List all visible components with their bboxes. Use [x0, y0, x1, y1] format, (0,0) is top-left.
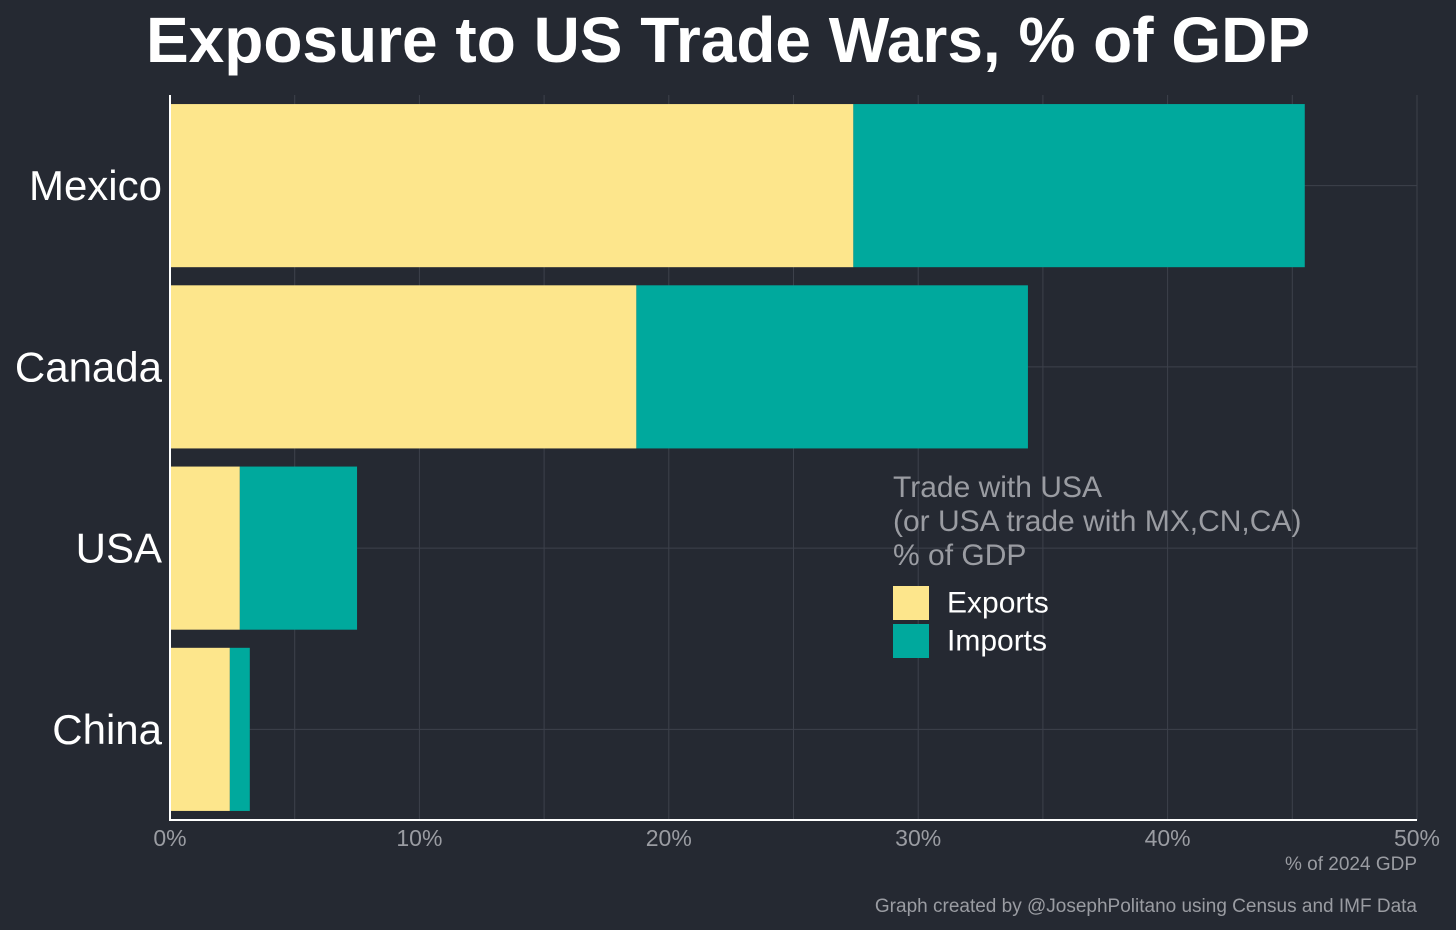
- bar-canada-imports: [636, 285, 1028, 449]
- bar-mexico-imports: [853, 104, 1305, 268]
- y-tick-label: China: [52, 706, 162, 753]
- x-axis-label: % of 2024 GDP: [1284, 854, 1417, 875]
- bar-segments: [170, 104, 1305, 811]
- legend: Trade with USA(or USA trade with MX,CN,C…: [893, 471, 1301, 658]
- x-tick-label: 20%: [646, 825, 692, 851]
- legend-label-imports: Imports: [947, 625, 1047, 658]
- legend-label-exports: Exports: [947, 587, 1049, 620]
- y-tick-label: Mexico: [29, 162, 162, 209]
- x-tick-label: 30%: [895, 825, 941, 851]
- bar-china-exports: [170, 647, 230, 811]
- axes: [169, 95, 1417, 821]
- x-tick-label: 10%: [396, 825, 442, 851]
- chart-title: Exposure to US Trade Wars, % of GDP: [145, 4, 1311, 76]
- bar-usa-exports: [170, 466, 240, 630]
- bar-mexico-exports: [170, 104, 854, 268]
- x-tick-label: 40%: [1145, 825, 1191, 851]
- source-note: Graph created by @JosephPolitano using C…: [874, 896, 1417, 917]
- bar-canada-exports: [170, 285, 637, 449]
- y-tick-label: Canada: [15, 343, 163, 390]
- bar-china-imports: [229, 647, 250, 811]
- x-tick-label: 50%: [1394, 825, 1440, 851]
- y-tick-label: USA: [76, 525, 162, 572]
- legend-title-line: Trade with USA: [893, 471, 1102, 504]
- legend-swatch-imports: [893, 624, 929, 658]
- x-tick-labels: 0% 10% 20% 30% 40% 50%: [153, 825, 1440, 851]
- y-tick-labels: Mexico Canada USA China: [15, 162, 163, 753]
- x-tick-label: 0%: [153, 825, 186, 851]
- legend-title-line: % of GDP: [893, 539, 1026, 572]
- legend-title-line: (or USA trade with MX,CN,CA): [893, 505, 1301, 538]
- bar-usa-imports: [239, 466, 358, 630]
- legend-swatch-exports: [893, 586, 929, 620]
